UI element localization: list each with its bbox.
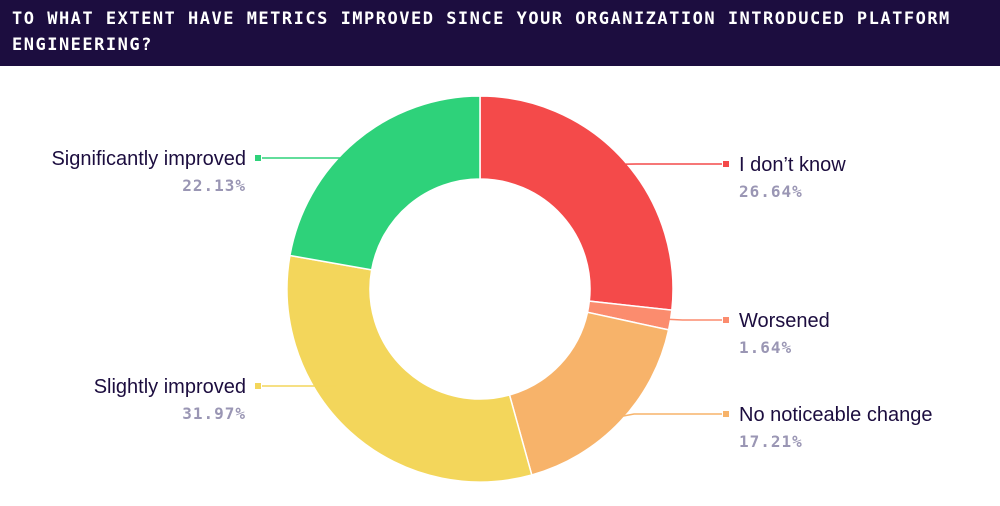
value-label-no-noticeable-change: 17.21% — [739, 432, 803, 451]
chart-title: TO WHAT EXTENT HAVE METRICS IMPROVED SIN… — [12, 9, 951, 55]
slice-no-noticeable-change — [508, 311, 670, 476]
label-slightly-improved: Slightly improved — [94, 376, 246, 398]
donut-slices — [286, 95, 674, 483]
value-label-slightly-improved: 31.97% — [182, 404, 246, 423]
label-significantly-improved: Significantly improved — [51, 148, 246, 170]
legend-marker-significantly-improved — [255, 155, 261, 161]
slice-labels: I don’t know 26.64% Worsened 1.64% No notice… — [51, 145, 932, 451]
slice-significantly-improved — [289, 95, 481, 271]
label-i-don-t-know: I don’t know — [739, 154, 846, 176]
value-label-significantly-improved: 22.13% — [182, 176, 246, 195]
title-bar: TO WHAT EXTENT HAVE METRICS IMPROVED SIN… — [0, 0, 1000, 66]
value-label-i-don-t-know: 26.64% — [739, 182, 803, 201]
legend-marker-no-noticeable-change — [723, 411, 729, 417]
slice-i-don-t-know — [479, 95, 674, 312]
legend-marker-worsened — [723, 317, 729, 323]
label-no-noticeable-change: No noticeable change — [739, 404, 932, 426]
label-worsened: Worsened — [739, 310, 830, 332]
slice-slightly-improved — [286, 254, 533, 483]
leader-line-slightly-improved — [262, 385, 356, 428]
leader-line-no-noticeable-change — [615, 413, 722, 419]
legend-marker-i-don-t-know — [723, 161, 729, 167]
value-label-worsened: 1.64% — [739, 338, 792, 357]
legend-marker-slightly-improved — [255, 383, 261, 389]
leader-line-significantly-improved — [262, 145, 361, 159]
leader-line-worsened — [664, 318, 722, 321]
